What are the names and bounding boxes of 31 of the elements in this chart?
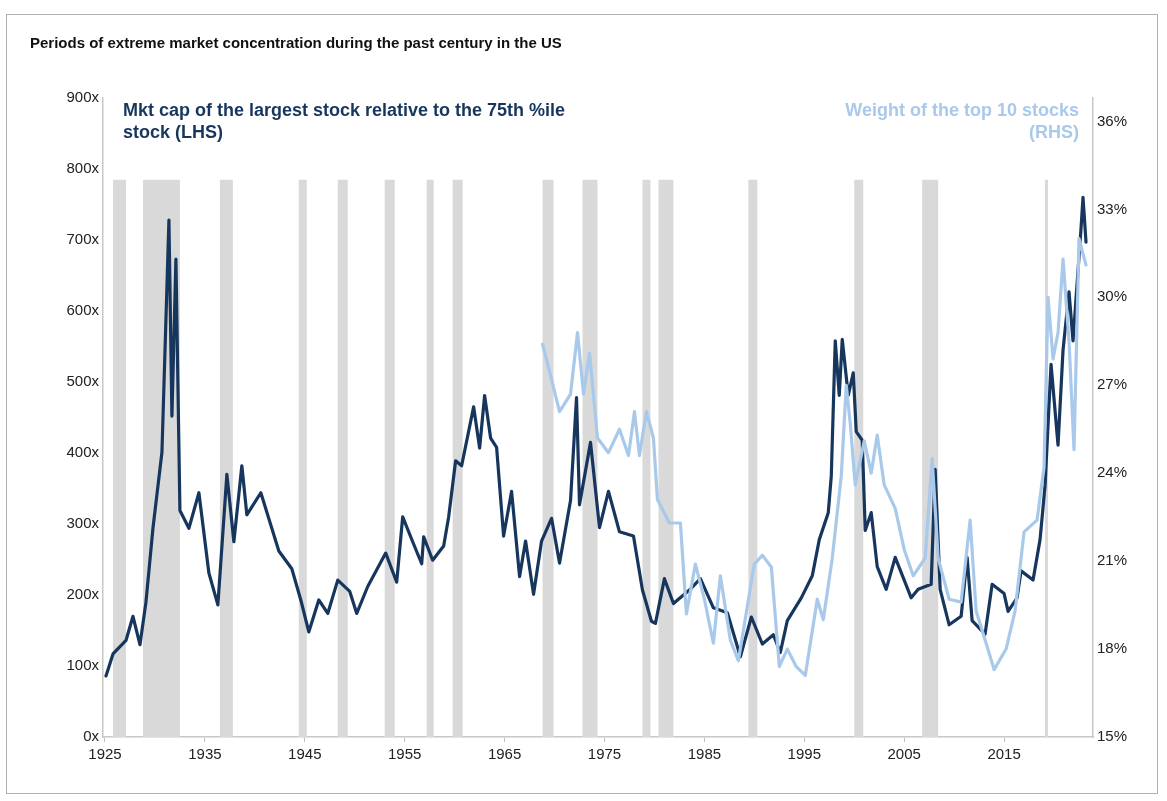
y2-tick-label: 24% xyxy=(1097,463,1128,481)
y2-tick-label: 15% xyxy=(1097,727,1128,745)
y-tick-label: 900x xyxy=(66,88,100,106)
x-tick-label: 1995 xyxy=(787,745,821,763)
x-tick-label: 1965 xyxy=(487,745,522,763)
x-tick-label: 1955 xyxy=(388,745,422,763)
y-tick-label: 300x xyxy=(66,514,100,532)
y2-tick-label: 27% xyxy=(1097,375,1128,393)
x-tick-label: 1985 xyxy=(687,745,722,763)
y-tick-label: 0x xyxy=(83,727,100,745)
y-tick-label: 800x xyxy=(66,159,100,177)
y-tick-label: 400x xyxy=(66,443,100,461)
y2-tick-label: 18% xyxy=(1097,639,1128,657)
x-tick-label: 1925 xyxy=(88,745,122,763)
x-tick-label: 2015 xyxy=(987,745,1021,763)
text: Weight of the top 10 stocks (RHS) xyxy=(845,99,1079,142)
y2-tick-label: 36% xyxy=(1097,111,1128,129)
chart-title: Periods of extreme market concentration during the past century in the US xyxy=(30,34,562,51)
y-tick-label: 100x xyxy=(66,656,100,674)
y2-tick-label: 33% xyxy=(1097,199,1128,217)
y-tick-label: 700x xyxy=(66,230,100,248)
x-tick-label: 1975 xyxy=(587,745,622,763)
text: Mkt cap of the largest stock relative to the 75th %ile stock (LHS) xyxy=(123,99,566,142)
y-tick-label: 200x xyxy=(66,585,100,603)
x-tick-label: 1945 xyxy=(288,745,322,763)
y2-tick-label: 21% xyxy=(1097,551,1128,569)
y2-tick-label: 30% xyxy=(1097,287,1128,305)
y-tick-label: 600x xyxy=(66,301,100,319)
y-tick-label: 500x xyxy=(66,372,100,390)
x-tick-label: 2005 xyxy=(887,745,921,763)
x-tick-label: 1935 xyxy=(188,745,222,763)
